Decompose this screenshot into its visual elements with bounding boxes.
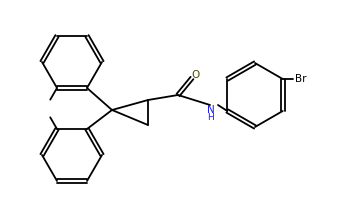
Text: H: H [208,113,215,122]
Text: N: N [207,105,215,115]
Text: O: O [192,70,200,80]
Text: Br: Br [295,74,306,84]
